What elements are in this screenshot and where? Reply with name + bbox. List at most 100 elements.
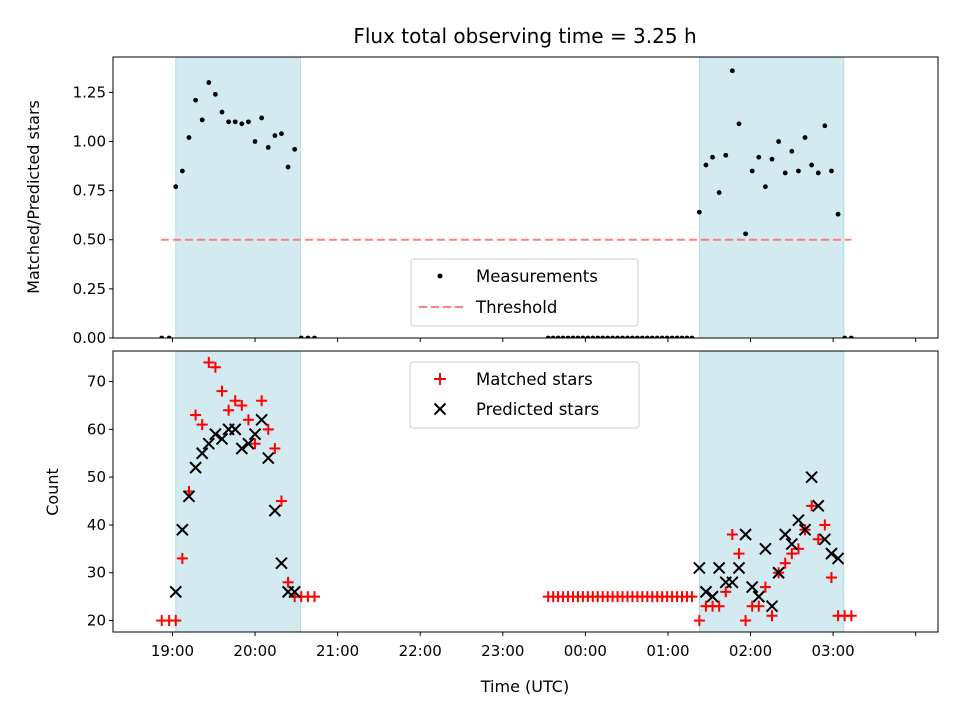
predicted-star-point: [759, 542, 772, 556]
predicted-star-stroke: [699, 585, 713, 599]
predicted-star-point: [745, 580, 759, 594]
predicted-star-stroke: [765, 599, 779, 613]
shaded-span-1: [698, 56, 845, 339]
matched-star-point: [812, 533, 824, 545]
predicted-star-stroke: [812, 499, 825, 513]
x-tick-label: 02:00: [729, 642, 772, 660]
measurement-point: [166, 335, 172, 338]
x-tick-label: 20:00: [233, 642, 276, 660]
predicted-star-point: [818, 533, 832, 546]
predicted-star-stroke: [169, 585, 182, 599]
predicted-star-point: [785, 537, 799, 551]
x-tick-label: 03:00: [812, 642, 855, 660]
measurement-point: [749, 168, 755, 174]
legend-predicted-marker: [433, 402, 447, 416]
predicted-star-point: [242, 437, 255, 450]
predicted-star-point: [169, 585, 182, 599]
bottom-legend-frame: [409, 361, 640, 429]
predicted-star-point: [288, 585, 301, 599]
measurement-point: [199, 117, 205, 123]
predicted-star-point: [706, 590, 719, 603]
matched-star-point: [170, 615, 182, 627]
predicted-star-stroke: [195, 447, 209, 460]
matched-star-point: [766, 610, 778, 622]
predicted-star-stroke: [772, 566, 785, 579]
predicted-star-stroke: [706, 590, 719, 603]
measurement-point: [743, 231, 748, 237]
measurement-point: [822, 123, 828, 129]
measurement-point: [298, 335, 304, 338]
x-tick-label: 23:00: [481, 642, 524, 660]
matched-star-point: [309, 591, 321, 603]
predicted-star-point: [792, 513, 805, 527]
measurement-point: [252, 139, 258, 144]
measurement-point: [848, 335, 854, 338]
predicted-star-stroke: [268, 504, 282, 517]
top-panel: 0.00 0.25 0.50 0.75 1.00 1.25 Matched/Predict…: [24, 56, 939, 347]
measurement-point: [285, 164, 291, 170]
bottom-panel: 20 30 40 50 60 70 19:00 20:00 21:00 22:00 23:00 00…: [43, 350, 939, 696]
predicted-star-point: [202, 437, 216, 450]
predicted-star-stroke: [189, 461, 202, 474]
matched-star-point: [720, 586, 732, 598]
measurement-point: [716, 190, 722, 195]
measurement-points: [159, 68, 854, 338]
top-legend-frame: [410, 258, 639, 327]
predicted-star-stroke: [255, 413, 268, 427]
predicted-star-stroke: [785, 537, 799, 551]
x-tick-label: 01:00: [646, 642, 689, 660]
legend-matched-marker: [434, 373, 446, 385]
measurement-point: [809, 162, 815, 168]
measurement-point: [279, 131, 284, 137]
matched-star-point: [229, 395, 241, 407]
measurement-point: [305, 335, 311, 338]
matched-star-point: [713, 600, 725, 612]
predicted-star-stroke: [182, 490, 196, 503]
y-tick-label: 0.75: [73, 182, 106, 200]
measurement-point: [769, 156, 775, 162]
measurement-point: [570, 335, 576, 338]
x-tick-label: 00:00: [564, 642, 607, 660]
measurement-point: [659, 335, 665, 338]
measurement-point: [605, 335, 611, 338]
matched-star-point: [190, 409, 202, 421]
predicted-star-stroke: [229, 423, 242, 436]
matched-star-point: [249, 438, 261, 450]
legend-measurements-marker: [437, 273, 443, 279]
x-axis-label: Time (UTC): [480, 677, 569, 696]
matched-star-point: [759, 581, 771, 593]
measurement-point: [620, 335, 625, 338]
predicted-star-stroke: [745, 580, 759, 594]
legend-predicted-label: Predicted stars: [476, 400, 599, 419]
matched-star-point: [282, 576, 294, 588]
measurement-point: [639, 335, 645, 338]
predicted-star-point: [229, 423, 242, 436]
matched-star-point: [786, 548, 798, 560]
predicted-star-stroke: [805, 470, 818, 484]
predicted-star-point: [262, 451, 275, 465]
predicted-star-point: [831, 552, 845, 565]
matched-star-point: [825, 572, 837, 584]
predicted-star-stroke: [275, 556, 288, 570]
y-tick-label: 60: [87, 420, 106, 438]
matched-star-point: [819, 519, 831, 531]
predicted-star-point: [275, 556, 288, 570]
matched-star-point: [209, 361, 221, 373]
matched-star-point: [779, 557, 791, 569]
top-legend: Measurements Threshold: [410, 258, 639, 327]
measurement-point: [226, 119, 232, 125]
matched-star-point: [236, 399, 248, 411]
measurement-point: [669, 335, 675, 338]
predicted-star-point: [195, 447, 209, 460]
predicted-star-stroke: [235, 442, 249, 455]
bottom-axes-frame: [112, 350, 939, 633]
predicted-star-point: [732, 561, 746, 575]
predicted-star-point: [739, 528, 752, 541]
predicted-star-point: [268, 504, 282, 517]
matched-star-point: [792, 543, 804, 555]
predicted-star-stroke: [693, 561, 706, 575]
measurement-point: [590, 335, 596, 338]
shaded-span-0: [175, 56, 301, 339]
measurement-point: [756, 154, 762, 160]
measurement-point: [575, 335, 581, 338]
